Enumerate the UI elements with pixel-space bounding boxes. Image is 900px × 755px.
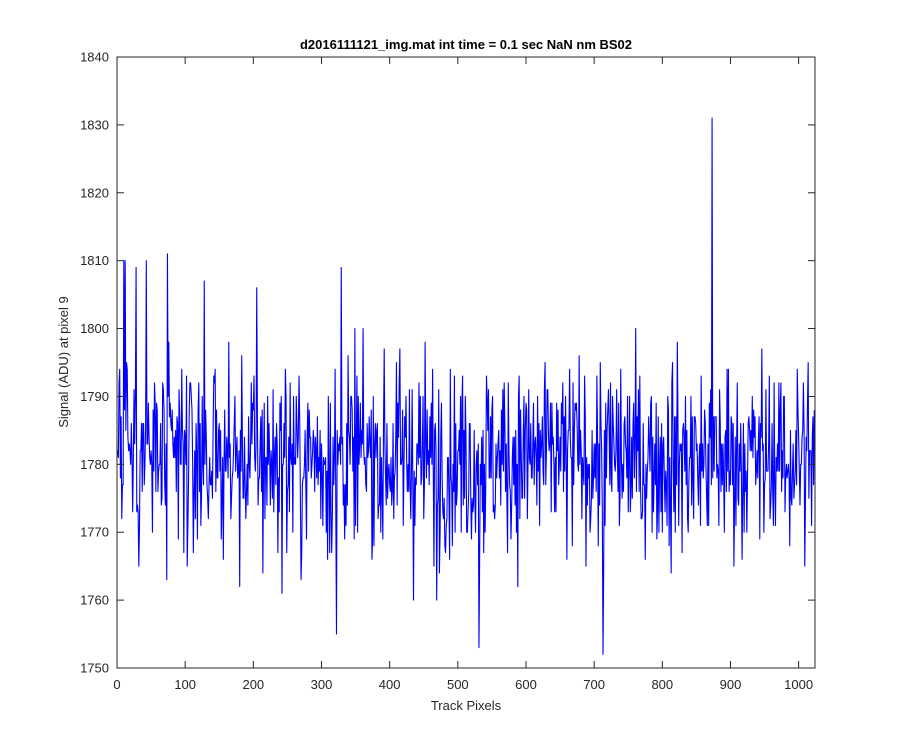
y-ticks: 1750 1760 1770 1780 1790 1800 1810 1820 1830 1840 bbox=[80, 50, 815, 676]
y-tick-label: 1790 bbox=[80, 389, 109, 404]
x-axis-label: Track Pixels bbox=[431, 698, 502, 713]
plot-frame bbox=[116, 56, 816, 669]
x-tick-label: 700 bbox=[583, 677, 605, 692]
signal-series-line bbox=[117, 117, 815, 655]
series-layer bbox=[117, 117, 815, 655]
x-tick-label: 600 bbox=[515, 677, 537, 692]
chart-title: d2016111121_img.mat int time = 0.1 sec N… bbox=[300, 37, 632, 52]
y-tick-label: 1800 bbox=[80, 321, 109, 336]
x-tick-label: 400 bbox=[379, 677, 401, 692]
y-tick-label: 1780 bbox=[80, 457, 109, 472]
x-tick-label: 800 bbox=[651, 677, 673, 692]
y-tick-label: 1770 bbox=[80, 525, 109, 540]
x-tick-label: 1000 bbox=[784, 677, 813, 692]
y-tick-label: 1820 bbox=[80, 185, 109, 200]
y-tick-label: 1830 bbox=[80, 117, 109, 132]
plot-background bbox=[117, 57, 815, 668]
y-tick-label: 1840 bbox=[80, 50, 109, 65]
x-tick-label: 900 bbox=[720, 677, 742, 692]
y-tick-label: 1750 bbox=[80, 661, 109, 676]
x-tick-label: 100 bbox=[174, 677, 196, 692]
x-tick-label: 300 bbox=[311, 677, 333, 692]
x-tick-label: 200 bbox=[242, 677, 264, 692]
y-tick-label: 1760 bbox=[80, 593, 109, 608]
x-tick-label: 0 bbox=[113, 677, 120, 692]
x-ticks: 0 100 200 300 400 500 600 700 800 900 1000 bbox=[113, 57, 813, 692]
y-axis-label: Signal (ADU) at pixel 9 bbox=[56, 296, 71, 428]
y-tick-label: 1810 bbox=[80, 253, 109, 268]
x-tick-label: 500 bbox=[447, 677, 469, 692]
